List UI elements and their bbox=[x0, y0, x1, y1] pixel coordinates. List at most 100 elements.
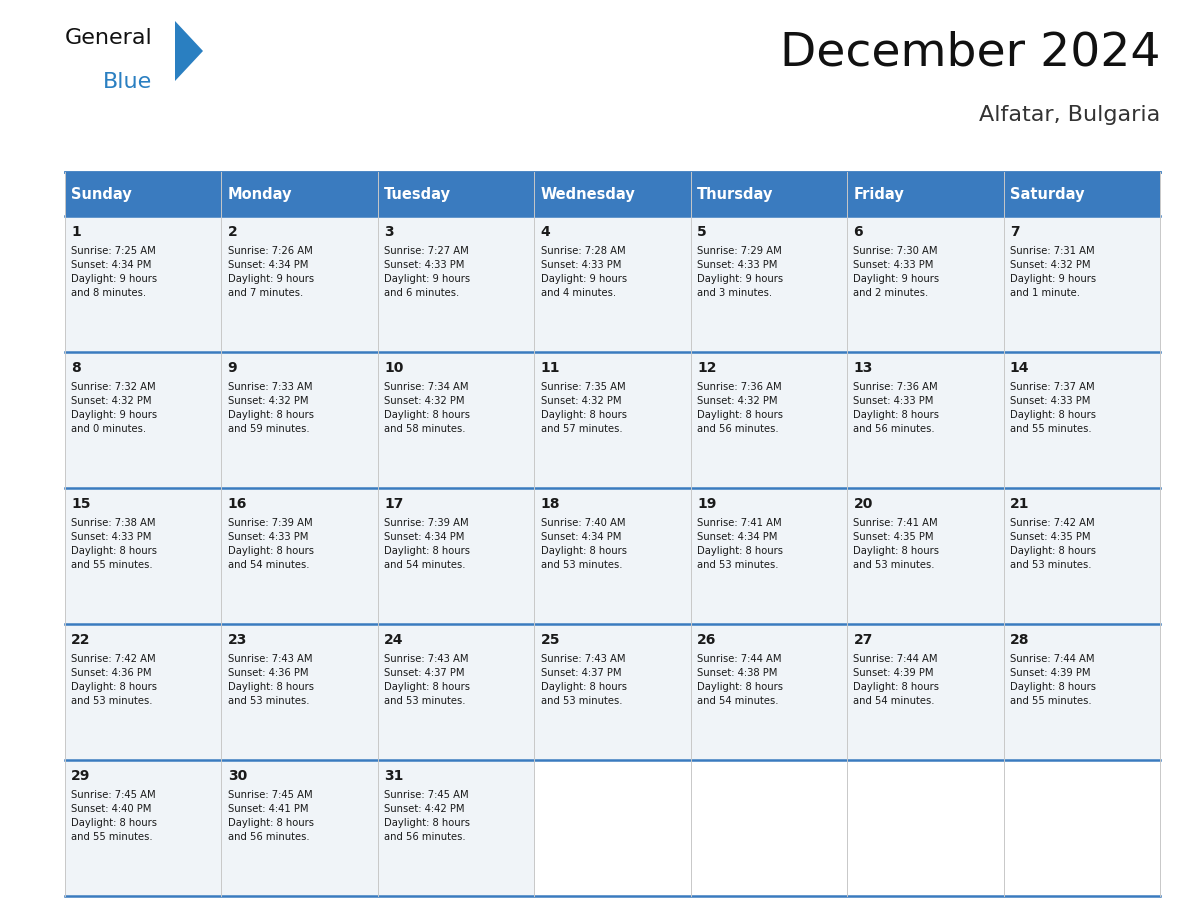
Bar bbox=[690, 488, 847, 624]
Text: 27: 27 bbox=[853, 633, 873, 647]
Bar bbox=[378, 760, 535, 896]
Text: December 2024: December 2024 bbox=[779, 30, 1159, 75]
Text: 20: 20 bbox=[853, 497, 873, 511]
Text: 28: 28 bbox=[1010, 633, 1029, 647]
Text: Sunrise: 7:44 AM
Sunset: 4:38 PM
Daylight: 8 hours
and 54 minutes.: Sunrise: 7:44 AM Sunset: 4:38 PM Dayligh… bbox=[697, 654, 783, 706]
Text: Sunrise: 7:38 AM
Sunset: 4:33 PM
Daylight: 8 hours
and 55 minutes.: Sunrise: 7:38 AM Sunset: 4:33 PM Dayligh… bbox=[71, 518, 157, 570]
Bar bbox=[221, 216, 378, 352]
Bar bbox=[1004, 216, 1159, 352]
Text: Sunrise: 7:42 AM
Sunset: 4:36 PM
Daylight: 8 hours
and 53 minutes.: Sunrise: 7:42 AM Sunset: 4:36 PM Dayligh… bbox=[71, 654, 157, 706]
Bar bbox=[690, 352, 847, 488]
Text: Sunrise: 7:44 AM
Sunset: 4:39 PM
Daylight: 8 hours
and 55 minutes.: Sunrise: 7:44 AM Sunset: 4:39 PM Dayligh… bbox=[1010, 654, 1095, 706]
Bar bbox=[378, 488, 535, 624]
Text: Sunrise: 7:35 AM
Sunset: 4:32 PM
Daylight: 8 hours
and 57 minutes.: Sunrise: 7:35 AM Sunset: 4:32 PM Dayligh… bbox=[541, 382, 626, 434]
Bar bbox=[690, 172, 847, 216]
Bar bbox=[847, 760, 1004, 896]
Text: 29: 29 bbox=[71, 769, 90, 783]
Text: Sunrise: 7:41 AM
Sunset: 4:34 PM
Daylight: 8 hours
and 53 minutes.: Sunrise: 7:41 AM Sunset: 4:34 PM Dayligh… bbox=[697, 518, 783, 570]
Bar bbox=[847, 352, 1004, 488]
Text: Sunrise: 7:40 AM
Sunset: 4:34 PM
Daylight: 8 hours
and 53 minutes.: Sunrise: 7:40 AM Sunset: 4:34 PM Dayligh… bbox=[541, 518, 626, 570]
Bar bbox=[690, 624, 847, 760]
Bar bbox=[535, 624, 690, 760]
Text: Monday: Monday bbox=[228, 186, 292, 201]
Text: Sunrise: 7:45 AM
Sunset: 4:40 PM
Daylight: 8 hours
and 55 minutes.: Sunrise: 7:45 AM Sunset: 4:40 PM Dayligh… bbox=[71, 790, 157, 842]
Text: General: General bbox=[65, 28, 153, 48]
Text: Sunrise: 7:30 AM
Sunset: 4:33 PM
Daylight: 9 hours
and 2 minutes.: Sunrise: 7:30 AM Sunset: 4:33 PM Dayligh… bbox=[853, 246, 940, 298]
Text: Sunrise: 7:45 AM
Sunset: 4:42 PM
Daylight: 8 hours
and 56 minutes.: Sunrise: 7:45 AM Sunset: 4:42 PM Dayligh… bbox=[384, 790, 470, 842]
Text: Sunrise: 7:26 AM
Sunset: 4:34 PM
Daylight: 9 hours
and 7 minutes.: Sunrise: 7:26 AM Sunset: 4:34 PM Dayligh… bbox=[228, 246, 314, 298]
Text: Sunrise: 7:39 AM
Sunset: 4:34 PM
Daylight: 8 hours
and 54 minutes.: Sunrise: 7:39 AM Sunset: 4:34 PM Dayligh… bbox=[384, 518, 470, 570]
Text: Sunrise: 7:33 AM
Sunset: 4:32 PM
Daylight: 8 hours
and 59 minutes.: Sunrise: 7:33 AM Sunset: 4:32 PM Dayligh… bbox=[228, 382, 314, 434]
Text: 25: 25 bbox=[541, 633, 560, 647]
Text: 23: 23 bbox=[228, 633, 247, 647]
Bar bbox=[221, 624, 378, 760]
Text: Sunrise: 7:43 AM
Sunset: 4:37 PM
Daylight: 8 hours
and 53 minutes.: Sunrise: 7:43 AM Sunset: 4:37 PM Dayligh… bbox=[541, 654, 626, 706]
Polygon shape bbox=[175, 21, 203, 81]
Bar bbox=[65, 624, 221, 760]
Text: Sunrise: 7:29 AM
Sunset: 4:33 PM
Daylight: 9 hours
and 3 minutes.: Sunrise: 7:29 AM Sunset: 4:33 PM Dayligh… bbox=[697, 246, 783, 298]
Bar bbox=[65, 352, 221, 488]
Bar bbox=[65, 760, 221, 896]
Bar bbox=[65, 488, 221, 624]
Text: 11: 11 bbox=[541, 361, 560, 375]
Bar bbox=[221, 352, 378, 488]
Text: 15: 15 bbox=[71, 497, 90, 511]
Bar bbox=[378, 352, 535, 488]
Bar bbox=[847, 488, 1004, 624]
Text: Sunrise: 7:32 AM
Sunset: 4:32 PM
Daylight: 9 hours
and 0 minutes.: Sunrise: 7:32 AM Sunset: 4:32 PM Dayligh… bbox=[71, 382, 157, 434]
Text: Sunrise: 7:41 AM
Sunset: 4:35 PM
Daylight: 8 hours
and 53 minutes.: Sunrise: 7:41 AM Sunset: 4:35 PM Dayligh… bbox=[853, 518, 940, 570]
Text: 30: 30 bbox=[228, 769, 247, 783]
Text: 31: 31 bbox=[384, 769, 404, 783]
Text: Sunrise: 7:37 AM
Sunset: 4:33 PM
Daylight: 8 hours
and 55 minutes.: Sunrise: 7:37 AM Sunset: 4:33 PM Dayligh… bbox=[1010, 382, 1095, 434]
Bar bbox=[690, 760, 847, 896]
Bar bbox=[535, 352, 690, 488]
Text: 3: 3 bbox=[384, 225, 393, 239]
Text: 21: 21 bbox=[1010, 497, 1029, 511]
Text: Sunrise: 7:28 AM
Sunset: 4:33 PM
Daylight: 9 hours
and 4 minutes.: Sunrise: 7:28 AM Sunset: 4:33 PM Dayligh… bbox=[541, 246, 626, 298]
Text: Friday: Friday bbox=[853, 186, 904, 201]
Text: Tuesday: Tuesday bbox=[384, 186, 451, 201]
Text: 18: 18 bbox=[541, 497, 560, 511]
Text: Sunday: Sunday bbox=[71, 186, 132, 201]
Text: Sunrise: 7:34 AM
Sunset: 4:32 PM
Daylight: 8 hours
and 58 minutes.: Sunrise: 7:34 AM Sunset: 4:32 PM Dayligh… bbox=[384, 382, 470, 434]
Text: 9: 9 bbox=[228, 361, 238, 375]
Text: Sunrise: 7:36 AM
Sunset: 4:32 PM
Daylight: 8 hours
and 56 minutes.: Sunrise: 7:36 AM Sunset: 4:32 PM Dayligh… bbox=[697, 382, 783, 434]
Bar bbox=[221, 760, 378, 896]
Text: Sunrise: 7:43 AM
Sunset: 4:36 PM
Daylight: 8 hours
and 53 minutes.: Sunrise: 7:43 AM Sunset: 4:36 PM Dayligh… bbox=[228, 654, 314, 706]
Text: 2: 2 bbox=[228, 225, 238, 239]
Bar bbox=[221, 172, 378, 216]
Text: 6: 6 bbox=[853, 225, 862, 239]
Bar bbox=[847, 624, 1004, 760]
Text: Thursday: Thursday bbox=[697, 186, 773, 201]
Text: 22: 22 bbox=[71, 633, 90, 647]
Text: 13: 13 bbox=[853, 361, 873, 375]
Text: Sunrise: 7:27 AM
Sunset: 4:33 PM
Daylight: 9 hours
and 6 minutes.: Sunrise: 7:27 AM Sunset: 4:33 PM Dayligh… bbox=[384, 246, 470, 298]
Bar bbox=[535, 760, 690, 896]
Text: Sunrise: 7:25 AM
Sunset: 4:34 PM
Daylight: 9 hours
and 8 minutes.: Sunrise: 7:25 AM Sunset: 4:34 PM Dayligh… bbox=[71, 246, 157, 298]
Text: Sunrise: 7:45 AM
Sunset: 4:41 PM
Daylight: 8 hours
and 56 minutes.: Sunrise: 7:45 AM Sunset: 4:41 PM Dayligh… bbox=[228, 790, 314, 842]
Bar bbox=[847, 216, 1004, 352]
Text: Sunrise: 7:31 AM
Sunset: 4:32 PM
Daylight: 9 hours
and 1 minute.: Sunrise: 7:31 AM Sunset: 4:32 PM Dayligh… bbox=[1010, 246, 1097, 298]
Text: 19: 19 bbox=[697, 497, 716, 511]
Bar bbox=[65, 216, 221, 352]
Bar bbox=[378, 624, 535, 760]
Text: 24: 24 bbox=[384, 633, 404, 647]
Text: Blue: Blue bbox=[103, 72, 152, 92]
Text: 5: 5 bbox=[697, 225, 707, 239]
Text: Sunrise: 7:36 AM
Sunset: 4:33 PM
Daylight: 8 hours
and 56 minutes.: Sunrise: 7:36 AM Sunset: 4:33 PM Dayligh… bbox=[853, 382, 940, 434]
Text: Sunrise: 7:39 AM
Sunset: 4:33 PM
Daylight: 8 hours
and 54 minutes.: Sunrise: 7:39 AM Sunset: 4:33 PM Dayligh… bbox=[228, 518, 314, 570]
Bar bbox=[535, 488, 690, 624]
Bar bbox=[847, 172, 1004, 216]
Text: 12: 12 bbox=[697, 361, 716, 375]
Text: 10: 10 bbox=[384, 361, 404, 375]
Bar bbox=[378, 172, 535, 216]
Text: 26: 26 bbox=[697, 633, 716, 647]
Bar bbox=[535, 172, 690, 216]
Bar bbox=[1004, 488, 1159, 624]
Bar bbox=[65, 172, 221, 216]
Bar bbox=[1004, 172, 1159, 216]
Text: Sunrise: 7:43 AM
Sunset: 4:37 PM
Daylight: 8 hours
and 53 minutes.: Sunrise: 7:43 AM Sunset: 4:37 PM Dayligh… bbox=[384, 654, 470, 706]
Text: Wednesday: Wednesday bbox=[541, 186, 636, 201]
Bar bbox=[535, 216, 690, 352]
Text: 4: 4 bbox=[541, 225, 550, 239]
